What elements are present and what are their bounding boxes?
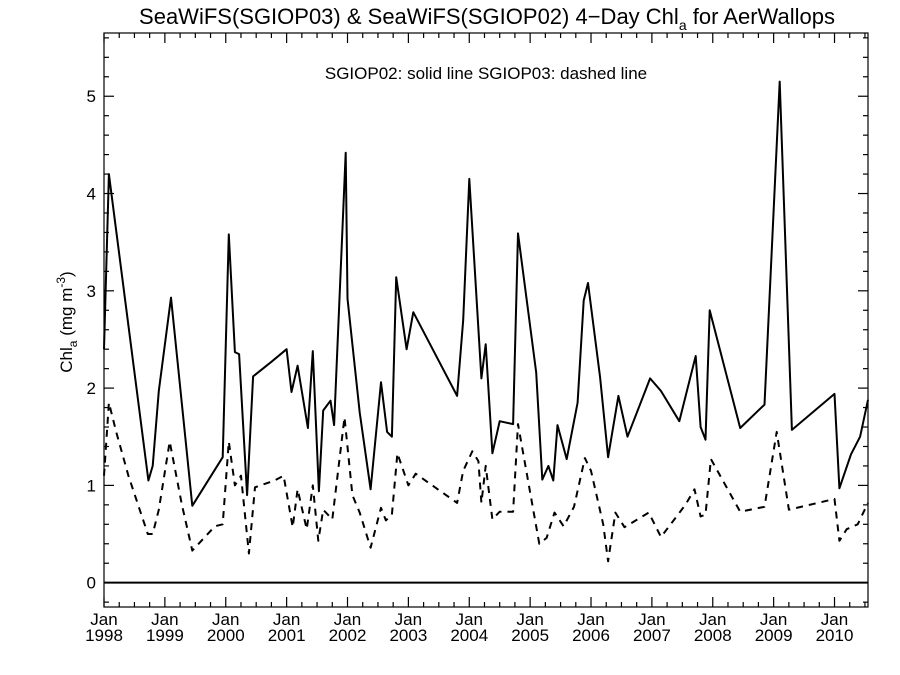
x-tick-label-month: Jan (395, 610, 422, 629)
legend-text: SGIOP02: solid line SGIOP03: dashed line (325, 64, 647, 83)
x-tick-label-year: 1999 (146, 626, 184, 645)
x-tick-label-year: 2007 (633, 626, 671, 645)
x-tick-label-month: Jan (760, 610, 787, 629)
x-tick-label-month: Jan (577, 610, 604, 629)
x-tick-label-year: 1998 (85, 626, 123, 645)
series-sgiop03-dashed-line (103, 401, 869, 563)
x-tick-label-month: Jan (456, 610, 483, 629)
x-tick-label-year: 2002 (329, 626, 367, 645)
chart-title: SeaWiFS(SGIOP03) & SeaWiFS(SGIOP02) 4−Da… (139, 4, 835, 33)
x-tick-label-year: 2001 (268, 626, 306, 645)
y-tick-label: 3 (87, 282, 96, 301)
x-tick-label-month: Jan (212, 610, 239, 629)
y-tick-label: 4 (87, 185, 96, 204)
y-tick-label: 1 (87, 476, 96, 495)
y-tick-label: 2 (87, 379, 96, 398)
x-tick-label-year: 2008 (694, 626, 732, 645)
x-tick-label-month: Jan (334, 610, 361, 629)
x-axis-ticks: Jan1998Jan1999Jan2000Jan2001Jan2002Jan20… (85, 33, 866, 645)
x-tick-label-year: 2003 (389, 626, 427, 645)
y-tick-label: 0 (87, 574, 96, 593)
x-tick-label-year: 2004 (450, 626, 488, 645)
x-tick-label-month: Jan (821, 610, 848, 629)
plot-frame (103, 32, 869, 608)
x-tick-label-month: Jan (151, 610, 178, 629)
x-tick-label-year: 2006 (572, 626, 610, 645)
y-axis-label: Chla (mg m-3) (54, 271, 80, 372)
x-tick-label-year: 2009 (755, 626, 793, 645)
x-tick-label-month: Jan (90, 610, 117, 629)
series-sgiop02-solid-line (103, 80, 869, 507)
x-tick-label-year: 2005 (511, 626, 549, 645)
y-axis-ticks: 0 1 2 3 4 5 (87, 37, 868, 603)
x-tick-label-year: 2010 (816, 626, 854, 645)
x-tick-label-month: Jan (516, 610, 543, 629)
x-tick-label-month: Jan (273, 610, 300, 629)
x-tick-label-year: 2000 (207, 626, 245, 645)
y-tick-label: 5 (87, 87, 96, 106)
x-tick-label-month: Jan (699, 610, 726, 629)
x-tick-label-month: Jan (638, 610, 665, 629)
